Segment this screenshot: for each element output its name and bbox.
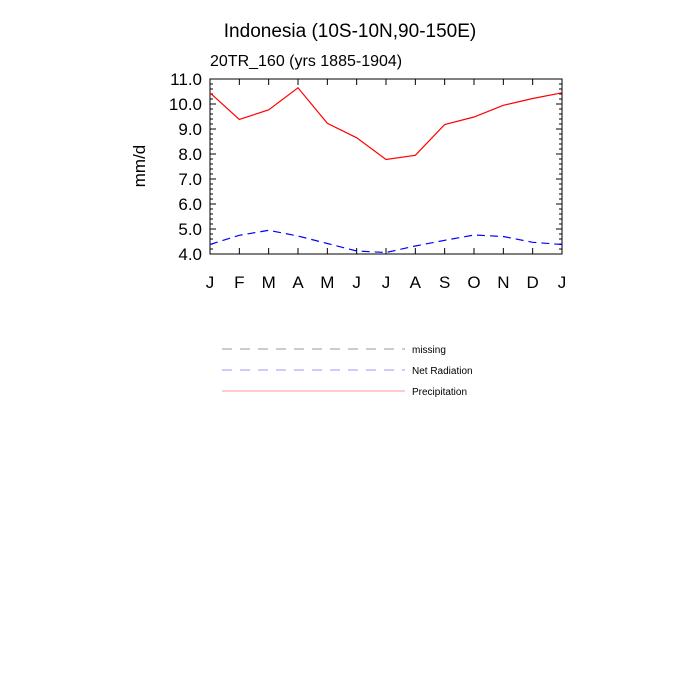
- x-tick-label: N: [497, 273, 509, 292]
- y-axis-label: mm/d: [130, 145, 149, 188]
- y-tick-label: 5.0: [178, 220, 202, 239]
- chart-title: Indonesia (10S-10N,90-150E): [224, 21, 476, 42]
- x-tick-label: J: [206, 273, 215, 292]
- y-tick-label: 8.0: [178, 145, 202, 164]
- y-tick-label: 7.0: [178, 170, 202, 189]
- x-tick-label: S: [439, 273, 450, 292]
- legend: missing Net Radiation Precipitation: [222, 345, 473, 398]
- x-tick-label: J: [558, 273, 567, 292]
- y-tick-label: 6.0: [178, 195, 202, 214]
- x-tick-label: A: [292, 273, 304, 292]
- chart-subtitle: 20TR_160 (yrs 1885-1904): [210, 53, 402, 70]
- x-tick-label: A: [410, 273, 422, 292]
- y-tick-label: 9.0: [178, 120, 202, 139]
- y-tick-label: 10.0: [169, 95, 202, 114]
- x-tick-label: M: [262, 273, 276, 292]
- x-tick-label: O: [467, 273, 480, 292]
- y-tick-label: 11.0: [170, 70, 202, 89]
- series-line-net-radiation: [209, 229, 563, 254]
- plot-area: 4.05.06.07.08.09.010.011.0J F M A M J J A S O N D J: [169, 70, 566, 292]
- series-line-precipitation: [209, 86, 563, 161]
- x-tick-label: F: [234, 273, 244, 292]
- x-tick-label: J: [382, 273, 391, 292]
- y-tick-label: 4.0: [178, 245, 202, 264]
- legend-label-precipitation: Precipitation: [412, 387, 467, 398]
- legend-label-net-radiation: Net Radiation: [412, 366, 473, 377]
- plot-frame: [209, 78, 563, 255]
- legend-label-missing: missing: [412, 345, 446, 356]
- x-tick-label: J: [352, 273, 361, 292]
- x-tick-label: D: [527, 273, 539, 292]
- x-tick-label: M: [320, 273, 334, 292]
